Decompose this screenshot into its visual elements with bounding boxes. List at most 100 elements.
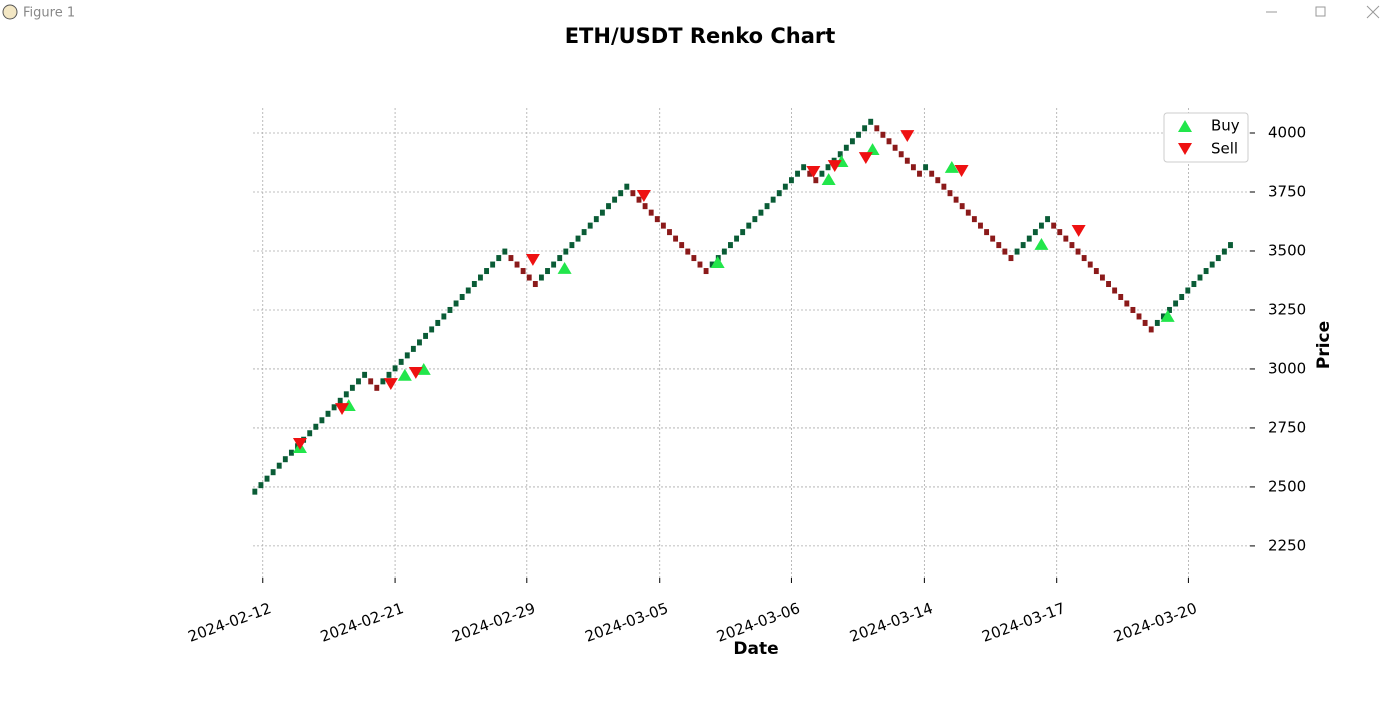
renko-brick <box>752 216 758 223</box>
renko-brick <box>1221 248 1227 255</box>
renko-brick <box>368 378 374 385</box>
renko-brick <box>959 203 965 210</box>
renko-brick <box>1130 306 1136 313</box>
renko-brick <box>929 170 935 177</box>
renko-brick <box>813 177 819 184</box>
renko-brick <box>1087 261 1093 268</box>
renko-brick <box>801 164 807 171</box>
renko-brick <box>1014 248 1020 255</box>
renko-brick <box>325 410 331 417</box>
renko-brick <box>282 456 288 463</box>
renko-brick <box>697 261 703 268</box>
renko-brick <box>624 183 630 190</box>
renko-brick <box>685 248 691 255</box>
renko-brick <box>679 242 685 249</box>
renko-brick <box>728 242 733 249</box>
sell-marker <box>1071 224 1086 237</box>
renko-brick <box>1148 326 1154 333</box>
renko-brick <box>1081 255 1087 262</box>
y-tick-label: 4000 <box>1268 124 1306 142</box>
y-tick-label: 3250 <box>1268 300 1306 318</box>
signals <box>292 130 1175 454</box>
renko-brick <box>1228 242 1233 249</box>
y-tick-label: 2750 <box>1268 418 1306 436</box>
renko-brick <box>947 190 953 197</box>
renko-brick <box>819 170 825 177</box>
renko-brick <box>703 268 709 275</box>
renko-brick <box>837 151 843 158</box>
renko-brick <box>1173 300 1179 307</box>
renko-brick <box>1215 255 1221 262</box>
renko-brick <box>910 164 916 171</box>
renko-brick <box>575 235 581 242</box>
buy-marker <box>944 161 959 173</box>
renko-brick <box>880 131 886 138</box>
sell-marker <box>525 253 540 266</box>
renko-brick <box>1093 268 1099 275</box>
buy-marker <box>1160 309 1175 322</box>
renko-brick <box>984 229 990 236</box>
buy-marker <box>557 262 572 274</box>
renko-brick <box>1136 313 1142 320</box>
renko-brick <box>581 229 587 236</box>
y-axis-label: Price <box>1314 321 1334 369</box>
sell-marker <box>900 130 915 143</box>
y-tick-label: 3000 <box>1268 359 1306 377</box>
renko-brick <box>691 255 697 262</box>
sell-marker <box>335 403 350 416</box>
renko-brick <box>484 268 489 275</box>
renko-brick <box>886 138 892 145</box>
renko-brick <box>721 248 727 255</box>
renko-brick <box>1002 248 1008 255</box>
renko-brick <box>770 196 776 203</box>
renko-brick <box>1179 293 1185 300</box>
renko-brick <box>978 222 983 229</box>
chart-title: ETH/USDT Renko Chart <box>565 24 836 48</box>
renko-brick <box>1008 255 1014 262</box>
renko-brick <box>612 196 618 203</box>
renko-brick <box>849 138 855 145</box>
renko-brick <box>660 222 666 229</box>
renko-brick <box>874 125 880 132</box>
renko-brick <box>807 170 813 177</box>
renko-brick <box>1142 319 1148 326</box>
renko-brick <box>1099 274 1105 281</box>
renko-brick <box>252 488 258 495</box>
renko-brick <box>343 391 349 398</box>
renko-brick <box>1045 216 1050 223</box>
renko-brick <box>1020 242 1026 249</box>
renko-brick <box>923 164 929 171</box>
bricks <box>252 118 1233 495</box>
sell-marker <box>827 160 842 172</box>
renko-brick <box>270 469 276 476</box>
app-icon <box>2 4 18 20</box>
renko-brick <box>1063 235 1069 242</box>
renko-brick <box>410 345 416 352</box>
renko-brick <box>471 281 477 288</box>
renko-brick <box>337 397 343 404</box>
renko-brick <box>1069 242 1075 249</box>
buy-marker <box>1034 237 1049 250</box>
buy-marker <box>416 363 431 375</box>
renko-brick <box>1124 300 1130 307</box>
renko-brick <box>892 144 898 151</box>
renko-brick <box>971 216 977 223</box>
renko-brick <box>404 352 410 359</box>
close-button[interactable] <box>1366 5 1380 19</box>
renko-brick <box>313 423 319 430</box>
legend-label: Buy <box>1211 117 1240 135</box>
renko-brick <box>264 475 270 482</box>
renko-brick <box>746 222 752 229</box>
renko-brick <box>1191 281 1197 288</box>
renko-brick <box>795 170 800 177</box>
renko-brick <box>868 118 874 125</box>
renko-brick <box>935 177 941 184</box>
renko-brick <box>740 229 746 236</box>
renko-brick <box>423 332 429 339</box>
renko-brick <box>551 261 557 268</box>
sell-marker <box>954 165 969 177</box>
restore-button[interactable] <box>1315 6 1326 17</box>
renko-brick <box>307 430 313 437</box>
